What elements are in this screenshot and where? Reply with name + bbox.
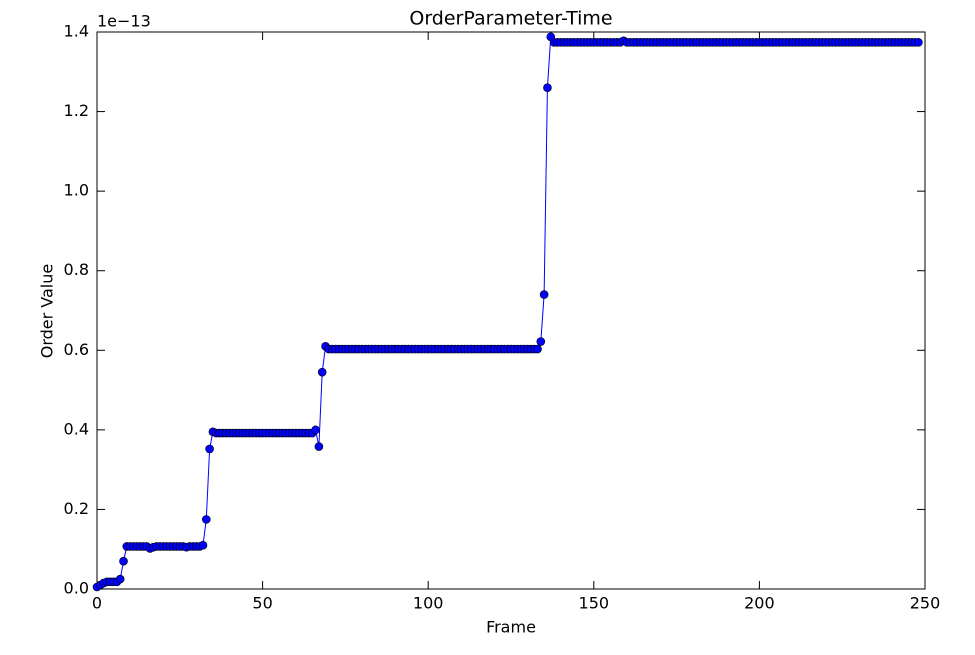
y-tick-label: 0.0: [64, 579, 89, 598]
x-tick-label: 200: [744, 594, 775, 613]
y-tick-label: 0.6: [64, 340, 89, 359]
y-tick-label: 1.2: [64, 101, 89, 120]
y-tick-label: 0.4: [64, 419, 89, 438]
data-point: [198, 540, 208, 550]
data-point: [115, 574, 125, 584]
data-point: [314, 442, 324, 451]
data-point: [543, 83, 552, 92]
data-point: [533, 344, 542, 354]
data-line: [96, 35, 919, 588]
x-tick-label: 250: [910, 594, 941, 613]
data-point: [317, 367, 327, 377]
y-axis-label: Order Value: [38, 264, 57, 359]
x-tick-label: 100: [413, 594, 444, 613]
x-tick-label: 150: [579, 594, 610, 613]
x-tick-label: 50: [252, 594, 272, 613]
y-tick-label: 0.2: [64, 499, 89, 518]
offset-text: 1e−13: [97, 12, 151, 31]
y-tick-label: 1.4: [64, 22, 89, 41]
data-point: [311, 425, 320, 435]
x-tick-label: 0: [92, 594, 102, 613]
data-point: [119, 556, 128, 566]
data-point: [536, 337, 546, 346]
data-point: [205, 444, 214, 454]
x-axis-label: Frame: [486, 618, 536, 637]
plot-frame: [96, 31, 926, 590]
data-point: [539, 290, 549, 299]
data-point: [201, 515, 211, 524]
chart-title: OrderParameter-Time: [409, 8, 612, 30]
data-point: [914, 38, 923, 47]
y-tick-label: 0.8: [64, 260, 89, 279]
y-tick-label: 1.0: [64, 181, 89, 200]
